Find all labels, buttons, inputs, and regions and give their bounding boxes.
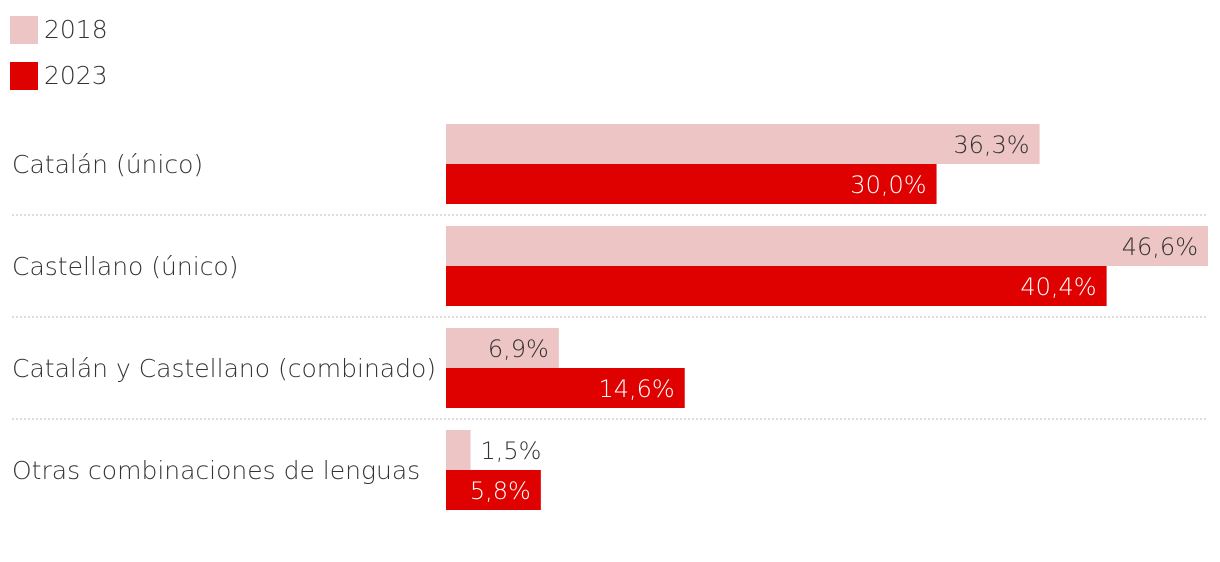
bar-value-label-2018-otras-combinaciones-de-lenguas: 1,5% [481, 437, 542, 465]
bar-2023-otras-combinaciones-de-lenguas [446, 470, 541, 510]
bar-value-label-2018-castellano-unico: 46,6% [1122, 233, 1198, 261]
legend-label-2023: 2023 [44, 61, 108, 90]
bar-value-label-2023-catalan-y-castellano-combinado: 14,6% [598, 375, 674, 403]
legend: 2018 2023 [10, 16, 108, 108]
bar-2023-catalan-y-castellano-combinado [446, 368, 685, 408]
bar-2018-catalan-unico [446, 124, 1040, 164]
bar-value-label-2023-catalan-unico: 30,0% [850, 171, 926, 199]
bar-value-label-2023-castellano-unico: 40,4% [1020, 273, 1096, 301]
category-label-otras-combinaciones-de-lenguas: Otras combinaciones de lenguas [12, 456, 420, 485]
bar-2018-catalan-y-castellano-combinado [446, 328, 559, 368]
category-label-castellano-unico: Castellano (único) [12, 252, 238, 281]
bar-value-label-2018-catalan-unico: 36,3% [953, 131, 1029, 159]
bar-2023-catalan-unico [446, 164, 937, 204]
category-label-catalan-unico: Catalán (único) [12, 150, 203, 179]
legend-item-2018: 2018 [10, 16, 108, 44]
bar-value-label-2023-otras-combinaciones-de-lenguas: 5,8% [470, 477, 531, 505]
legend-swatch-2018 [10, 16, 38, 44]
bar-2023-castellano-unico [446, 266, 1107, 306]
bar-2018-castellano-unico [446, 226, 1208, 266]
legend-item-2023: 2023 [10, 62, 108, 90]
legend-label-2018: 2018 [44, 15, 108, 44]
bar-2018-otras-combinaciones-de-lenguas [446, 430, 471, 470]
bar-value-label-2018-catalan-y-castellano-combinado: 6,9% [488, 335, 549, 363]
legend-swatch-2023 [10, 62, 38, 90]
category-label-catalan-y-castellano-combinado: Catalán y Castellano (combinado) [12, 354, 436, 383]
